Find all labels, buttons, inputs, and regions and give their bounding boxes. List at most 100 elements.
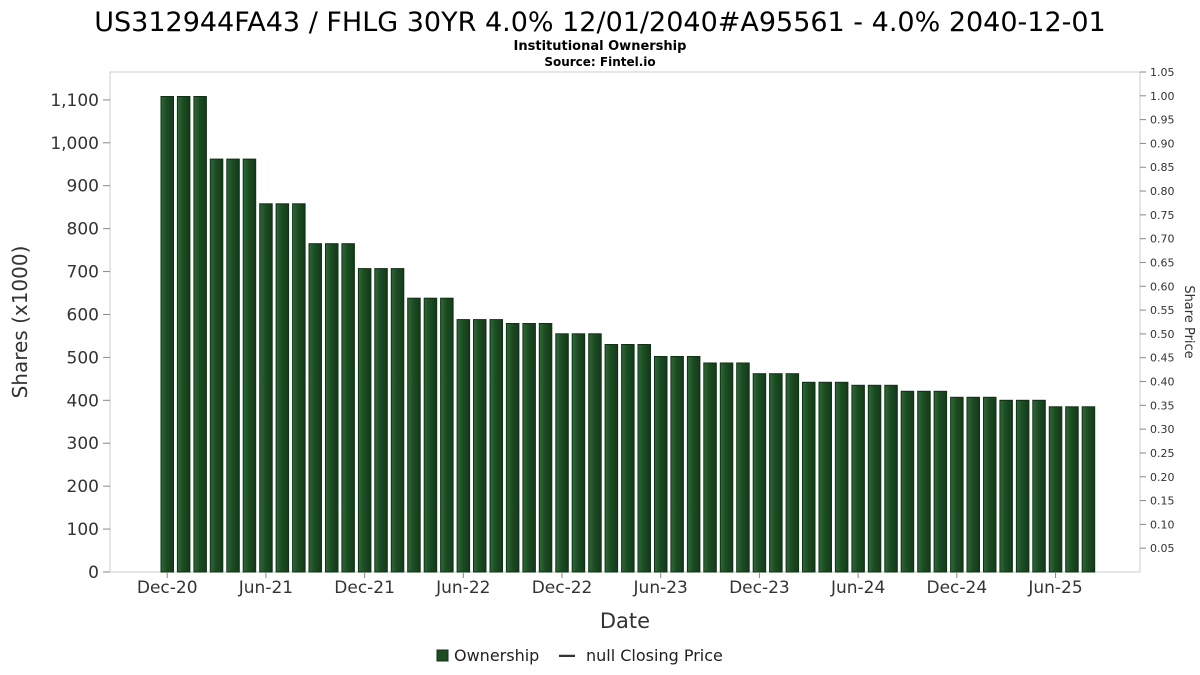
y-axis-right-tick-label: 0.90	[1150, 137, 1175, 150]
ownership-bar	[456, 319, 471, 573]
ownership-bar	[752, 373, 767, 573]
y-axis-right-tick-label: 0.80	[1150, 185, 1175, 198]
ownership-bar	[588, 333, 602, 573]
ownership-bar	[917, 390, 931, 573]
y-axis-title-right: Share Price	[1181, 285, 1196, 358]
y-axis-left-tick-label: 600	[67, 305, 99, 325]
y-axis-left-tick-label: 200	[67, 477, 99, 497]
ownership-bar	[176, 96, 191, 573]
ownership-bar	[357, 268, 372, 573]
y-axis-left-tick-label: 300	[67, 434, 99, 454]
x-axis-tick-label: Dec-20	[137, 578, 198, 598]
ownership-bar	[818, 381, 832, 573]
y-axis-title-left: Shares (x1000)	[8, 246, 32, 399]
ownership-bar	[1065, 406, 1079, 573]
y-axis-right-tick-label: 1.05	[1150, 66, 1175, 79]
y-axis-left-tick-label: 1,000	[50, 134, 99, 154]
ownership-bar	[834, 381, 849, 573]
ownership-bar	[604, 344, 619, 573]
y-axis-right-tick-label: 0.55	[1150, 304, 1175, 317]
y-axis-right-tick-label: 0.05	[1150, 542, 1175, 555]
ownership-bar	[785, 373, 800, 573]
ownership-bar	[703, 362, 717, 573]
ownership-bar	[489, 319, 503, 573]
y-axis-left-tick-label: 900	[67, 177, 99, 197]
ownership-bar	[1015, 399, 1030, 573]
ownership-bar	[538, 323, 553, 573]
ownership-bar	[736, 362, 750, 573]
ownership-bar	[1032, 399, 1046, 573]
ownership-bar	[423, 297, 438, 573]
x-axis-tick-label: Jun-22	[435, 578, 490, 598]
ownership-bar	[160, 96, 174, 573]
y-axis-left-tick-label: 100	[67, 520, 99, 540]
ownership-bar	[407, 297, 421, 573]
legend: Ownership — null Closing Price	[436, 645, 723, 666]
y-axis-left-tick-label: 1,100	[50, 91, 99, 111]
ownership-bar	[374, 268, 388, 573]
ownership-bar	[390, 268, 405, 573]
ownership-bar	[686, 356, 701, 573]
y-axis-right-tick-label: 0.25	[1150, 447, 1175, 460]
ownership-bar	[802, 381, 816, 573]
ownership-legend-marker	[436, 649, 449, 662]
y-axis-left-tick-label: 0	[88, 563, 99, 583]
y-axis-right-tick-label: 0.75	[1150, 209, 1175, 222]
ownership-bar	[1048, 406, 1063, 573]
y-axis-right-tick-label: 1.00	[1150, 90, 1175, 103]
ownership-bar	[473, 319, 487, 573]
y-axis-left-tick-label: 500	[67, 348, 99, 368]
y-axis-right-tick-label: 0.50	[1150, 328, 1175, 341]
x-axis-tick-label: Jun-21	[238, 578, 293, 598]
ownership-bar	[555, 333, 569, 573]
ownership-bar	[308, 243, 322, 573]
bars-group	[160, 96, 1096, 573]
axes-group: 0 100 200 300 400 500 600 700 800 900 1,000 1,100 0.…	[50, 66, 1174, 598]
y-axis-left-tick-label: 400	[67, 391, 99, 411]
x-axis-tick-label: Dec-21	[334, 578, 395, 598]
x-axis-tick-label: Dec-24	[926, 578, 987, 598]
y-axis-right-tick-label: 0.65	[1150, 256, 1175, 269]
x-axis-tick-label: Jun-24	[830, 578, 885, 598]
ownership-bar	[440, 297, 454, 573]
chart-subtitle: Institutional Ownership	[514, 39, 687, 54]
ownership-bar	[193, 96, 207, 573]
y-axis-left-tick-label: 700	[67, 263, 99, 283]
y-axis-right-tick-label: 0.70	[1150, 233, 1175, 246]
ownership-bar	[637, 344, 651, 573]
ownership-bar	[900, 390, 915, 573]
price-legend-label: null Closing Price	[586, 646, 723, 665]
ownership-bar	[950, 396, 964, 573]
ownership-bar	[851, 384, 865, 573]
ownership-bar	[226, 158, 240, 573]
ownership-bar	[325, 243, 339, 573]
x-axis-tick-label: Dec-22	[532, 578, 593, 598]
ownership-bar	[275, 203, 290, 573]
y-axis-right-tick-label: 0.20	[1150, 471, 1175, 484]
y-axis-right-tick-label: 0.45	[1150, 352, 1175, 365]
y-axis-right-tick-label: 0.85	[1150, 161, 1175, 174]
ownership-bar	[769, 373, 783, 573]
x-axis-title: Date	[600, 609, 650, 633]
y-axis-right-tick-label: 0.15	[1150, 495, 1175, 508]
ownership-bar	[999, 399, 1013, 573]
ownership-bar	[1081, 406, 1096, 573]
y-axis-right-tick-label: 0.40	[1150, 376, 1175, 389]
ownership-bar	[670, 356, 684, 573]
ownership-bar	[719, 362, 734, 573]
ownership-bar	[621, 344, 635, 573]
x-axis-tick-label: Jun-23	[633, 578, 688, 598]
ownership-bar	[522, 323, 536, 573]
y-axis-right-tick-label: 0.60	[1150, 280, 1175, 293]
y-axis-left-tick-label: 800	[67, 220, 99, 240]
y-axis-right-tick-label: 0.35	[1150, 399, 1175, 412]
ownership-bar	[933, 390, 948, 573]
ownership-legend-label: Ownership	[454, 646, 539, 665]
x-axis-tick-label: Jun-25	[1027, 578, 1082, 598]
ownership-bar	[292, 203, 306, 573]
x-axis-tick-label: Dec-23	[729, 578, 790, 598]
ownership-bar	[884, 384, 898, 573]
ownership-bar	[867, 384, 882, 573]
ownership-bar	[259, 203, 273, 573]
